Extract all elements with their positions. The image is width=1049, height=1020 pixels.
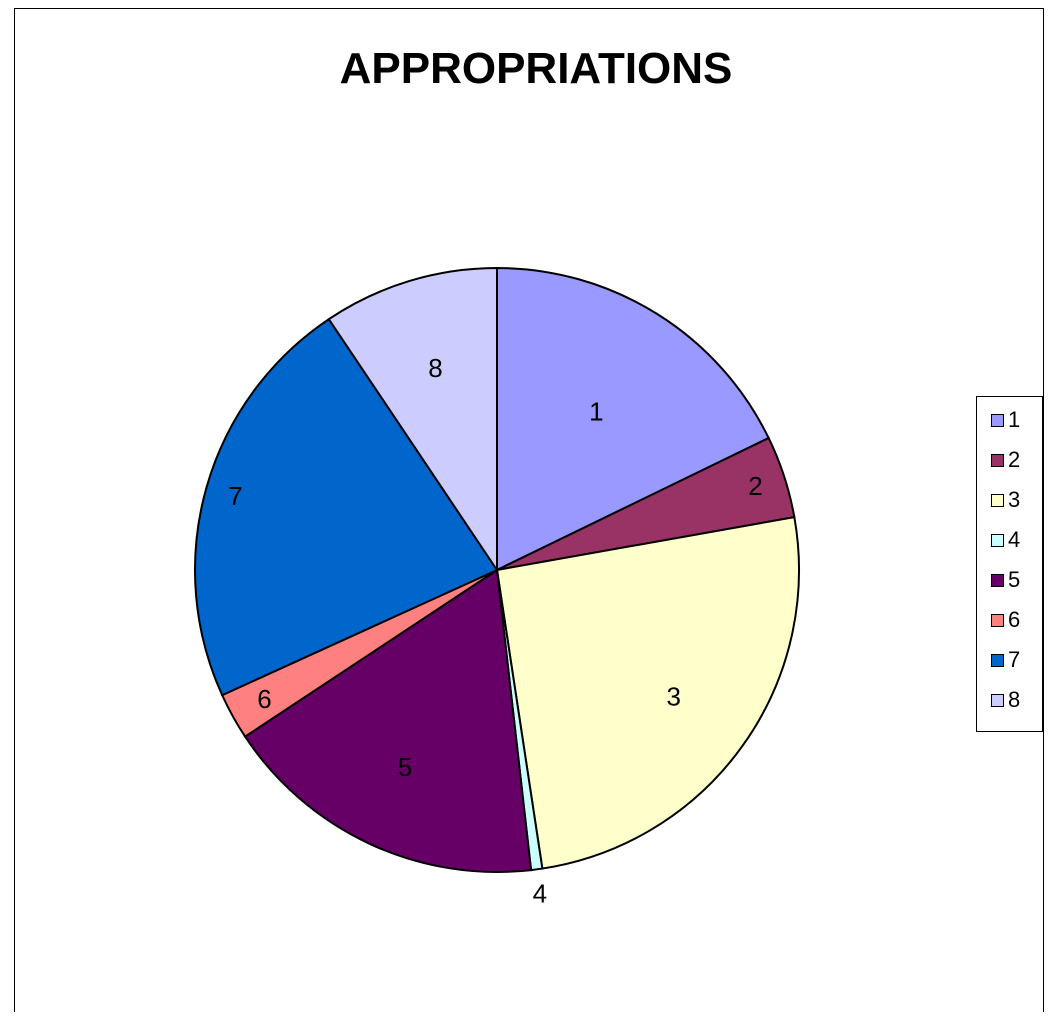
legend-swatch bbox=[991, 653, 1004, 667]
legend-swatch bbox=[991, 493, 1004, 507]
legend-item-7: 7 bbox=[991, 645, 1020, 675]
legend-item-8: 8 bbox=[991, 685, 1020, 715]
legend-swatch bbox=[991, 613, 1004, 627]
chart-title: APPROPRIATIONS bbox=[339, 44, 733, 93]
pie-slice-labels: 1 2 3 4 5 6 7 8 bbox=[228, 353, 762, 909]
pie-slice-1 bbox=[496, 266, 770, 572]
legend-label: 7 bbox=[1008, 647, 1021, 672]
legend-label: 1 bbox=[1008, 407, 1021, 432]
chart-area bbox=[14, 8, 1044, 1012]
legend-label: 3 bbox=[1008, 487, 1021, 512]
legend-swatch bbox=[991, 453, 1004, 467]
legend-item-4: 4 bbox=[991, 525, 1020, 555]
legend-label: 2 bbox=[1008, 447, 1021, 472]
legend: 1 2 3 4 5 6 7 8 bbox=[976, 396, 1043, 732]
legend-item-2: 2 bbox=[991, 445, 1020, 475]
legend-label: 5 bbox=[1008, 567, 1021, 592]
pie-slice-label-1: 1 bbox=[589, 396, 603, 426]
legend-item-6: 6 bbox=[991, 605, 1020, 635]
pie-slices bbox=[194, 266, 800, 873]
pie-slice-label-3: 3 bbox=[666, 682, 680, 712]
pie-slice-7 bbox=[194, 317, 499, 697]
legend-swatch bbox=[991, 413, 1004, 427]
legend-swatch bbox=[991, 693, 1004, 707]
pie-slice-8 bbox=[327, 266, 498, 574]
legend-label: 8 bbox=[1008, 687, 1021, 712]
legend-swatch bbox=[991, 533, 1004, 547]
legend-item-1: 1 bbox=[991, 405, 1020, 435]
legend-swatch bbox=[991, 573, 1004, 587]
pie-slice-label-8: 8 bbox=[428, 353, 442, 383]
legend-label: 6 bbox=[1008, 607, 1021, 632]
pie-slice-label-5: 5 bbox=[398, 752, 412, 782]
pie-slice-label-7: 7 bbox=[228, 481, 242, 511]
legend-item-5: 5 bbox=[991, 565, 1020, 595]
legend-item-3: 3 bbox=[991, 485, 1020, 515]
pie-slice-label-6: 6 bbox=[257, 684, 271, 714]
pie-slice-label-4: 4 bbox=[533, 878, 547, 908]
pie-slice-3 bbox=[495, 515, 800, 870]
pie-slice-label-2: 2 bbox=[748, 471, 762, 501]
legend-label: 4 bbox=[1008, 527, 1021, 552]
pie-slice-5 bbox=[243, 568, 533, 873]
